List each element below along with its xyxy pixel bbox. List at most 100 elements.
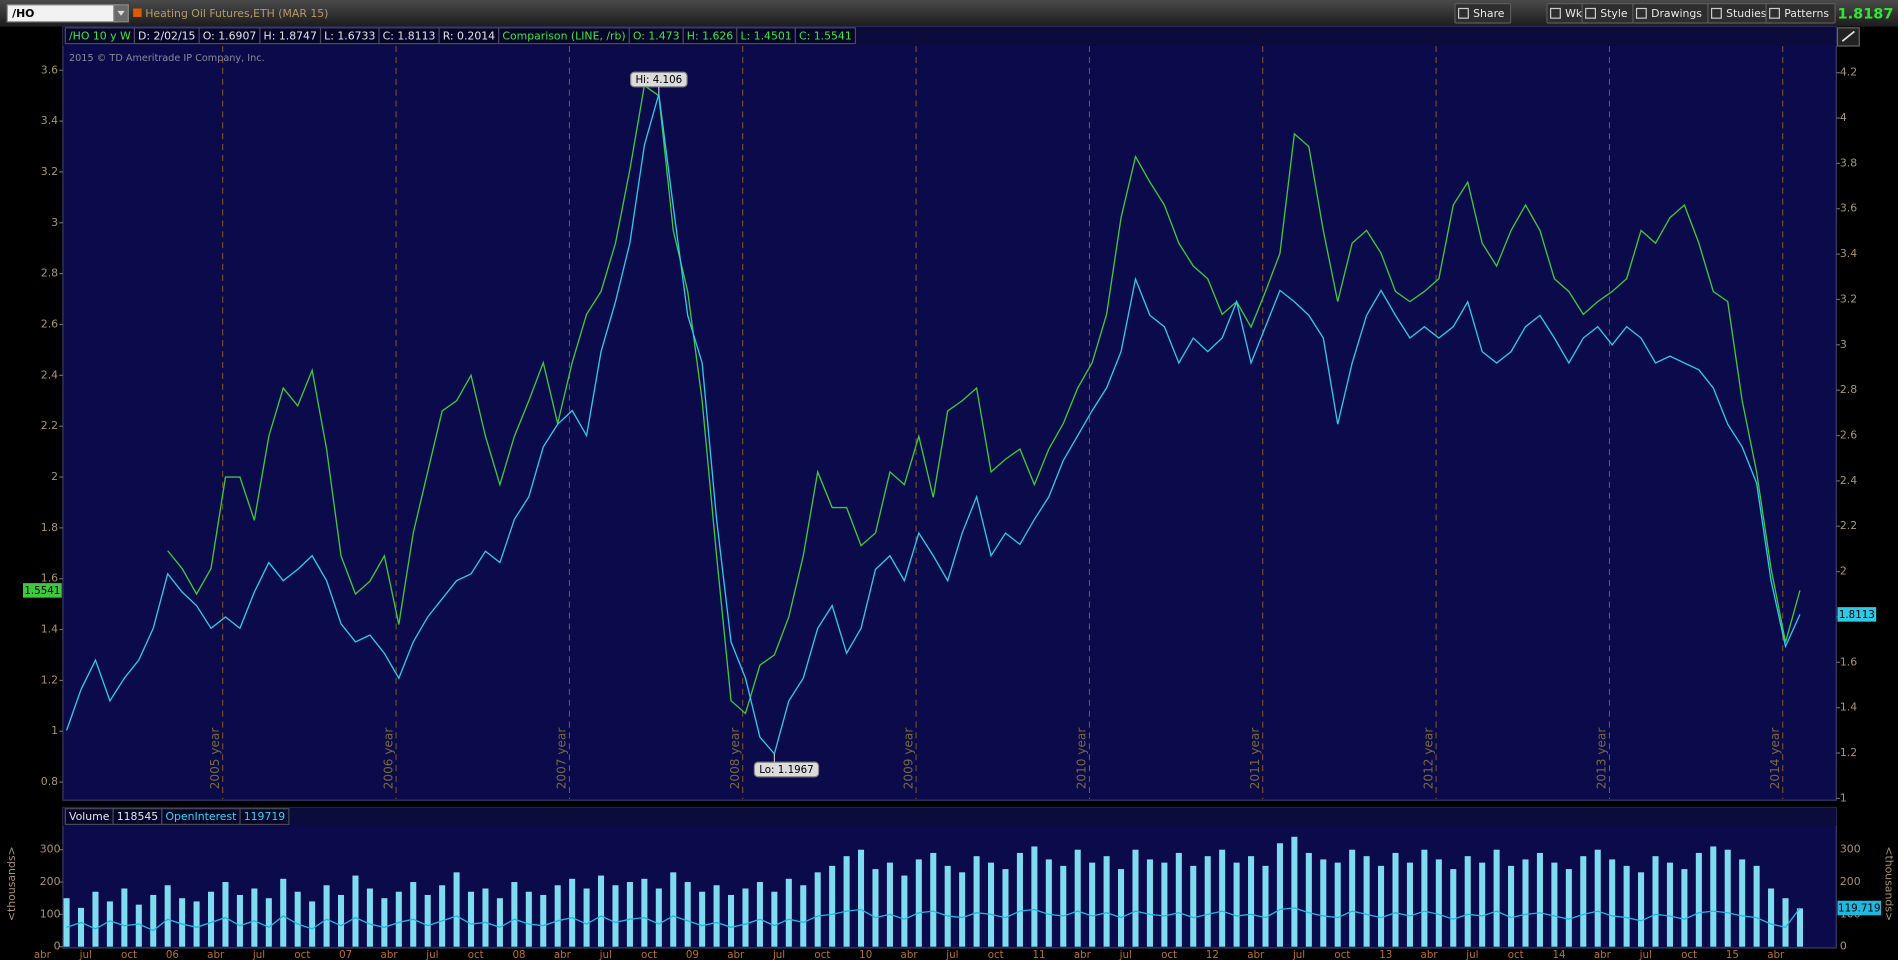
volume-bar <box>1161 862 1168 947</box>
volume-bar <box>366 888 373 947</box>
symbol-description: Heating Oil Futures,ETH (MAR 15) <box>145 7 328 20</box>
symbol: /HO <box>12 7 34 20</box>
y-tick-label: 0 <box>54 940 61 953</box>
x-tick-label: 08 <box>513 949 526 960</box>
button-icon <box>1549 7 1561 19</box>
volume-bar <box>92 891 99 947</box>
y2-tick-label: 200 <box>1840 875 1861 888</box>
header-text: OpenInterest <box>165 810 236 823</box>
volume-bar <box>164 885 171 947</box>
x-tick-label: jul <box>599 949 612 960</box>
x-tick-label: 10 <box>859 949 872 960</box>
y2-tick-label: 3.8 <box>1840 156 1857 169</box>
x-tick-label: 11 <box>1033 949 1046 960</box>
volume-bar <box>1291 836 1298 947</box>
open-interest-line <box>66 907 1801 932</box>
button-label: Wk <box>1565 7 1583 20</box>
year-marker-label: 2010 year <box>1075 728 1089 790</box>
x-tick-label: oct <box>468 949 484 960</box>
x-tick-label: abr <box>1074 949 1092 960</box>
volume-bar <box>1378 865 1385 947</box>
year-marker-label: 2009 year <box>901 728 915 790</box>
volume-bar <box>77 907 85 947</box>
y-tick-label: 1.2 <box>41 673 58 686</box>
volume-bar <box>800 885 807 947</box>
x-tick-label: abr <box>554 949 572 960</box>
volume-bar <box>280 878 287 947</box>
volume-bar <box>655 888 662 947</box>
volume-bar <box>135 904 142 947</box>
x-tick-label: abr <box>1421 949 1439 960</box>
y2-tick-label: 2.8 <box>1840 383 1857 396</box>
volume-bar <box>1594 849 1601 947</box>
y2-tick-label: 3.6 <box>1840 202 1857 215</box>
volume-bar <box>670 872 677 947</box>
volume-bar <box>1609 859 1616 947</box>
volume-bar <box>1623 865 1630 947</box>
x-tick-label: abr <box>1247 949 1265 960</box>
volume-bar <box>554 885 561 947</box>
volume-bar <box>1638 872 1645 947</box>
volume-bar <box>1219 849 1226 947</box>
volume-bar <box>424 894 431 947</box>
header-text: Volume <box>69 810 110 823</box>
volume-bar <box>1276 843 1283 947</box>
y-tick-label: 2.6 <box>41 317 58 330</box>
button-label: Studies <box>1726 7 1767 20</box>
dropdown-arrow <box>117 10 125 16</box>
y2-tick-label: 1.4 <box>1840 701 1857 714</box>
volume-bar <box>1739 859 1746 947</box>
last-value-label: 1.8113 <box>1839 609 1875 621</box>
y-tick-label: 3 <box>51 216 58 229</box>
volume-bar <box>756 882 763 947</box>
volume-bar <box>1204 856 1211 947</box>
x-tick-label: abr <box>901 949 919 960</box>
header-text: /HO 10 y W <box>69 29 131 42</box>
year-marker-label: 2014 year <box>1768 728 1782 790</box>
y2-tick-label: 4.2 <box>1840 66 1857 79</box>
button-icon <box>1585 7 1596 19</box>
symbol-icon <box>133 8 142 17</box>
annotation-label: Lo: 1.1967 <box>759 764 813 776</box>
button-icon <box>1635 7 1647 19</box>
volume-bar <box>1349 849 1356 947</box>
volume-bar <box>294 891 301 947</box>
year-marker-label: 2007 year <box>555 728 569 790</box>
x-tick-label: 06 <box>166 949 179 960</box>
header-text: D: 2/02/15 <box>138 29 195 42</box>
volume-bar <box>496 898 503 947</box>
y-tick-label: 2.8 <box>41 267 58 280</box>
volume-bar <box>1464 856 1471 947</box>
volume-bar <box>944 865 951 947</box>
y2-tick-label: 2.4 <box>1840 474 1857 487</box>
y-tick-label: 1.8 <box>41 521 58 534</box>
volume-bar <box>1666 862 1673 947</box>
header-text: O: 1.6907 <box>203 29 257 42</box>
volume-bar <box>453 872 460 947</box>
volume-bar <box>1479 862 1486 947</box>
volume-bar <box>1421 849 1428 947</box>
volume-bar <box>858 849 865 947</box>
header-text: L: 1.4501 <box>740 29 791 42</box>
x-tick-label: jul <box>1119 949 1132 960</box>
volume-bar <box>1320 859 1327 947</box>
volume-bar <box>612 885 619 947</box>
volume-bar <box>1695 852 1702 947</box>
x-tick-label: oct <box>1161 949 1177 960</box>
volume-bar <box>1132 849 1139 947</box>
volume-bar <box>1536 852 1543 947</box>
button-label: Style <box>1600 7 1628 20</box>
y2-tick-label: 300 <box>1840 843 1861 856</box>
volume-bar <box>1175 852 1182 947</box>
header-text: H: 1.8747 <box>264 29 317 42</box>
y2-tick-label: 2 <box>1840 565 1847 578</box>
y2-tick-label: 4 <box>1840 111 1847 124</box>
toolbar-button[interactable] <box>1765 3 1836 24</box>
volume-bar <box>1248 856 1255 947</box>
x-tick-label: oct <box>294 949 310 960</box>
last-value-marker <box>1837 607 1877 622</box>
y-tick-label: 1.6 <box>41 572 58 585</box>
volume-bar <box>1565 869 1572 947</box>
volume-bar <box>265 898 272 947</box>
y2-tick-label: 2.2 <box>1840 519 1857 532</box>
